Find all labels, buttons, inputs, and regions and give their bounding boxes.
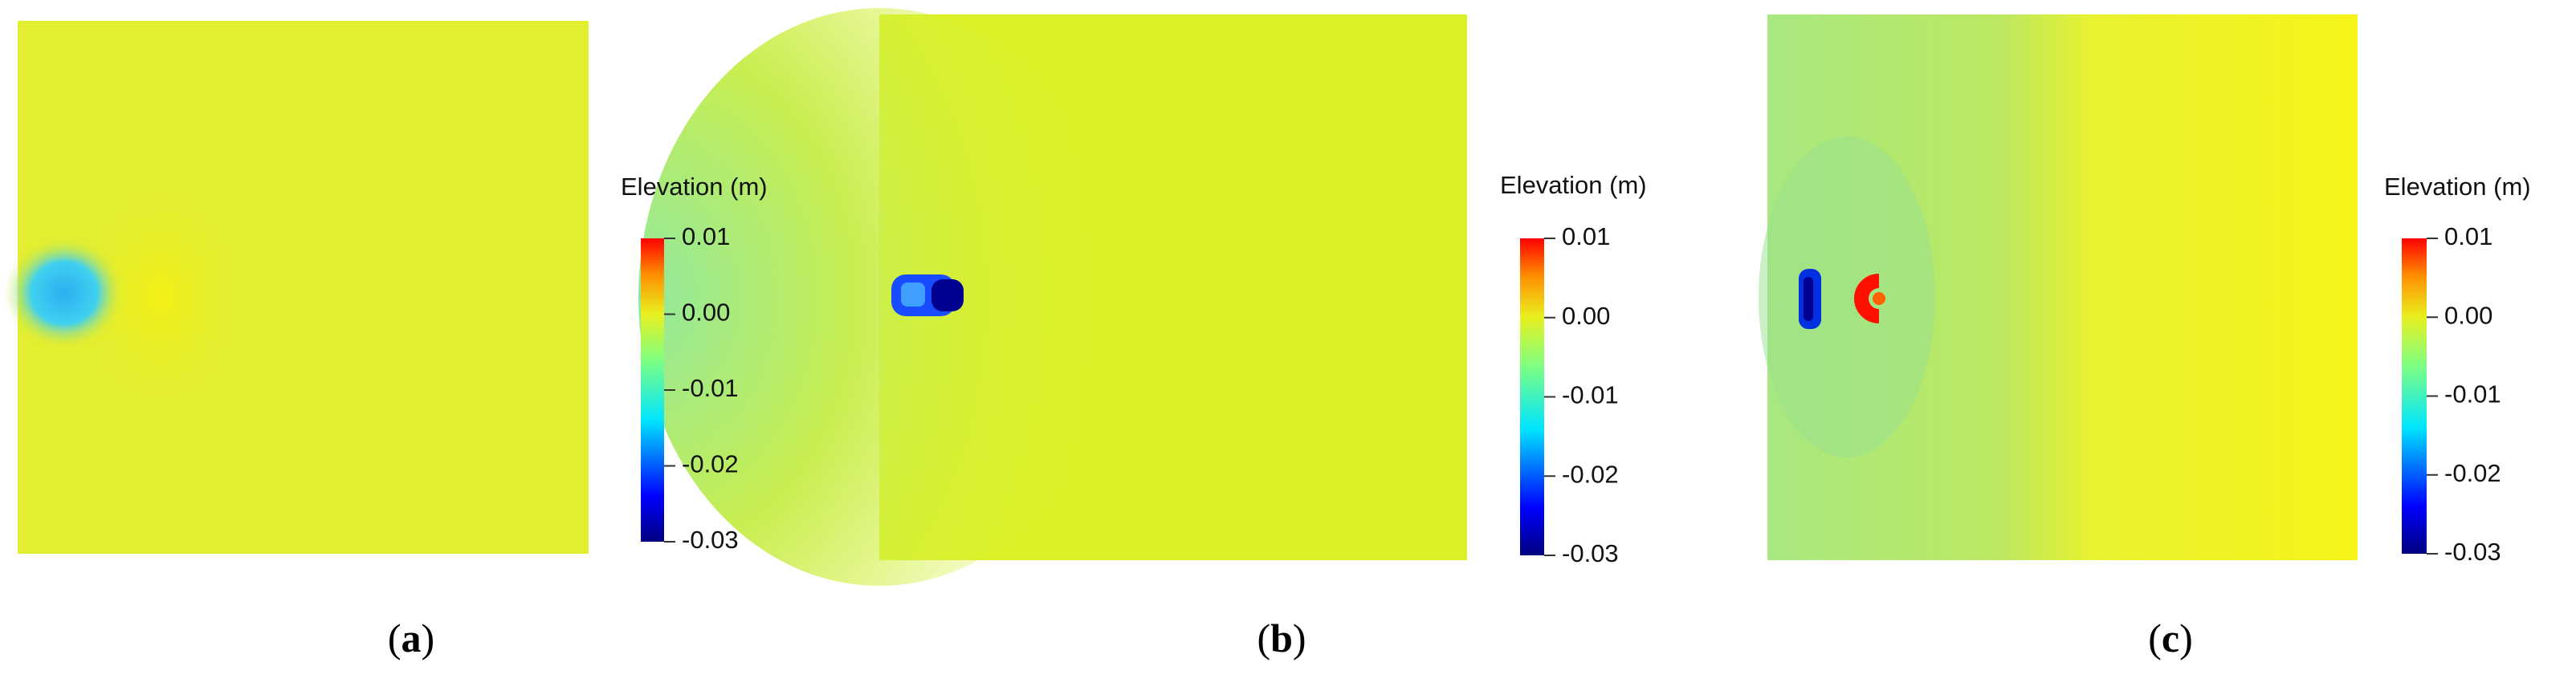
caption-part: a — [401, 616, 422, 660]
tick-label: 0.01 — [2444, 222, 2492, 250]
tick-label: -0.01 — [1562, 381, 1619, 409]
tick-label: 0.00 — [2444, 301, 2492, 329]
colorbar — [1520, 238, 1544, 555]
caption: (c) — [2148, 616, 2193, 660]
tick-label: 0.01 — [682, 222, 730, 250]
tick-label: -0.03 — [2444, 538, 2501, 566]
tick-label: 0.00 — [682, 299, 730, 327]
caption: (a) — [388, 616, 434, 660]
colorbar-title: Elevation (m) — [2384, 173, 2531, 201]
colorbar — [2402, 238, 2427, 554]
caption-part: ) — [422, 616, 435, 660]
field-a — [4, 21, 589, 554]
tick-label: -0.01 — [682, 374, 739, 402]
caption-part: ( — [2148, 616, 2162, 660]
tick-label: -0.02 — [2444, 459, 2501, 487]
field-b — [638, 8, 1467, 586]
caption-part: ) — [2179, 616, 2193, 660]
colorbar-title: Elevation (m) — [1500, 171, 1647, 199]
caption-part: ( — [1257, 616, 1270, 660]
colorbar-title: Elevation (m) — [621, 173, 768, 201]
tick-label: -0.02 — [1562, 460, 1619, 488]
tick-label: -0.03 — [1562, 539, 1619, 567]
caption: (b) — [1257, 616, 1306, 660]
tick-label: -0.01 — [2444, 380, 2501, 408]
tick-label: 0.01 — [1562, 222, 1610, 250]
colorbar — [641, 238, 664, 542]
tick-label: 0.00 — [1562, 302, 1610, 330]
tick-label: -0.02 — [682, 450, 739, 478]
caption-part: ( — [388, 616, 401, 660]
caption-part: c — [2162, 616, 2179, 660]
caption-part: b — [1270, 616, 1293, 660]
caption-part: ) — [1293, 616, 1306, 660]
tick-label: -0.03 — [682, 526, 739, 554]
field-c — [1759, 14, 2358, 560]
